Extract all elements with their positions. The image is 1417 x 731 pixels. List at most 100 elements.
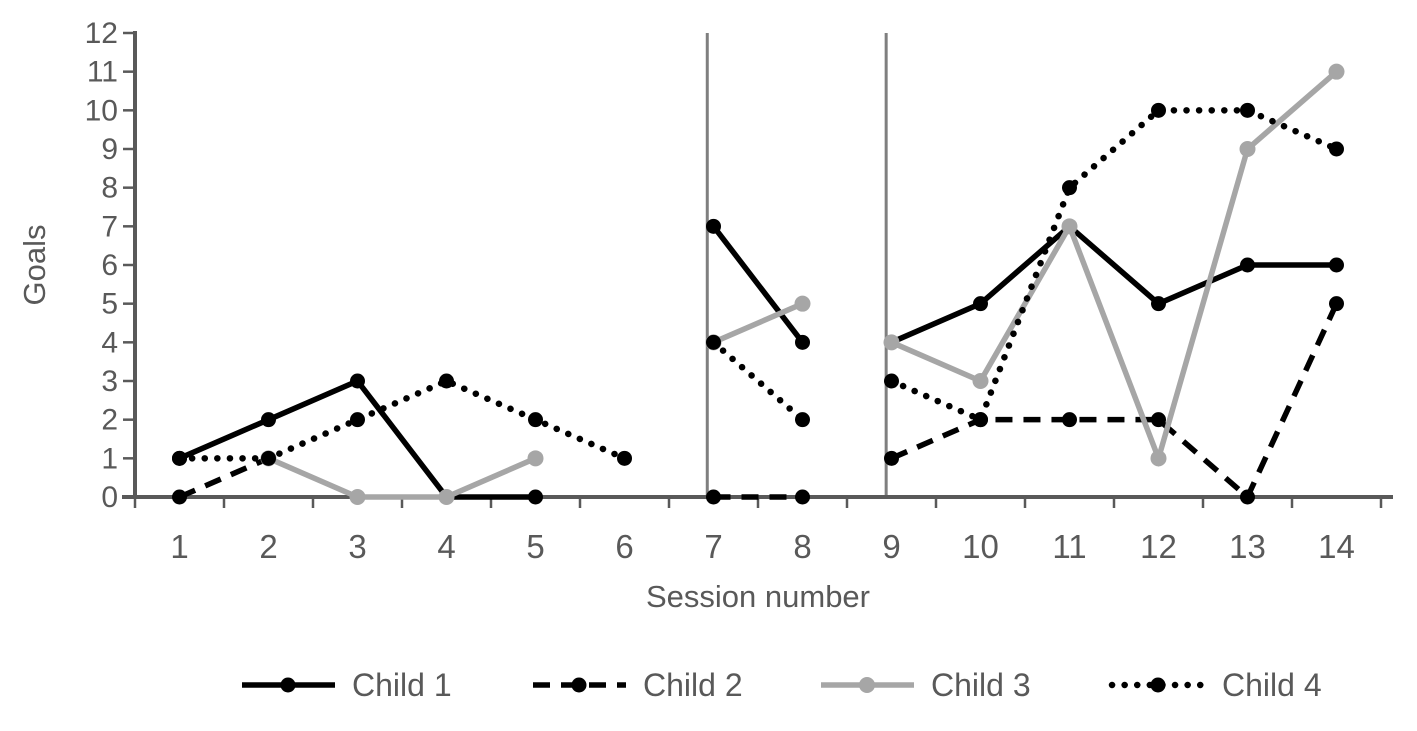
data-point-child-1 xyxy=(973,296,988,312)
phase-dividers xyxy=(705,33,888,497)
x-tick-label: 14 xyxy=(1318,528,1355,565)
data-point-child-4 xyxy=(350,412,365,428)
data-point-child-3 xyxy=(1061,218,1078,235)
data-point-child-1 xyxy=(261,412,276,428)
legend-marker-child-4 xyxy=(1150,677,1166,693)
data-point-child-3 xyxy=(1150,450,1167,467)
y-tick-label: 3 xyxy=(101,365,118,398)
series-line-child-1 xyxy=(890,222,1337,345)
series-line-child-4 xyxy=(176,377,628,462)
x-tick-label: 9 xyxy=(882,528,900,565)
series-line-child-4 xyxy=(888,107,1340,425)
series-line-child-4 xyxy=(710,339,806,423)
data-point-child-4 xyxy=(439,373,454,389)
x-tick-label: 4 xyxy=(437,528,455,565)
data-point-child-3 xyxy=(349,489,366,505)
series-child-2 xyxy=(172,296,1344,505)
data-point-child-4 xyxy=(617,450,632,466)
legend-marker-child-3 xyxy=(859,677,875,693)
x-tick-label: 3 xyxy=(348,528,366,565)
x-tick-label: 8 xyxy=(793,528,811,565)
legend-item-child-2: Child 2 xyxy=(533,667,743,703)
data-point-child-4 xyxy=(261,450,276,466)
legend-marker-child-1 xyxy=(280,677,296,693)
y-tick-label: 8 xyxy=(101,172,118,205)
data-point-child-1 xyxy=(1329,257,1344,273)
series-child-1 xyxy=(172,218,1344,505)
data-point-child-4 xyxy=(795,412,810,428)
x-tick-labels: 1 2 3 4 5 6 7 8 9 10 11 12 13 14 xyxy=(170,528,1355,565)
data-point-child-2 xyxy=(795,489,810,505)
y-tick-label: 0 xyxy=(101,481,118,514)
data-point-child-4 xyxy=(1240,102,1255,118)
data-point-child-4 xyxy=(528,412,543,428)
data-point-child-4 xyxy=(1151,102,1166,118)
x-tick-label: 1 xyxy=(170,528,188,565)
y-tick-label: 5 xyxy=(101,288,118,321)
y-tick-label: 12 xyxy=(85,17,118,50)
data-point-child-3 xyxy=(883,334,900,351)
data-point-child-3 xyxy=(794,295,811,312)
data-point-child-3 xyxy=(527,450,544,467)
y-tick-label: 2 xyxy=(101,404,118,437)
legend-label-child-3: Child 3 xyxy=(931,667,1031,703)
x-tick-label: 13 xyxy=(1229,528,1266,565)
series-child-4 xyxy=(172,102,1344,466)
y-tick-label: 10 xyxy=(85,94,118,127)
data-point-child-4 xyxy=(884,373,899,389)
data-point-child-4 xyxy=(973,412,988,428)
x-tick-label: 2 xyxy=(259,528,277,565)
data-point-child-3 xyxy=(1328,63,1345,80)
series-line-child-2 xyxy=(890,302,1339,502)
data-point-child-1 xyxy=(350,373,365,389)
legend-item-child-3: Child 3 xyxy=(821,667,1031,703)
data-point-child-4 xyxy=(1062,180,1077,196)
data-point-child-1 xyxy=(1151,296,1166,312)
data-point-child-2 xyxy=(1151,412,1166,428)
x-tick-label: 5 xyxy=(526,528,544,565)
y-tick-label: 4 xyxy=(101,326,118,359)
data-point-child-2 xyxy=(706,489,721,505)
legend-label-child-1: Child 1 xyxy=(352,667,452,703)
x-tick-label: 10 xyxy=(962,528,999,565)
series-line-child-2 xyxy=(178,455,270,500)
data-point-child-2 xyxy=(884,450,899,466)
series-line-child-3 xyxy=(267,455,537,500)
data-point-child-2 xyxy=(1329,296,1344,312)
data-point-child-1 xyxy=(706,218,721,234)
data-point-child-1 xyxy=(528,489,543,505)
series-child-3 xyxy=(260,63,1345,505)
data-point-child-3 xyxy=(438,489,455,505)
legend-item-child-1: Child 1 xyxy=(242,667,452,703)
data-point-child-3 xyxy=(972,373,989,389)
legend-label-child-4: Child 4 xyxy=(1222,667,1322,703)
legend: Child 1 Child 2 Child 3 Child 4 xyxy=(242,667,1322,703)
y-tick-label: 11 xyxy=(87,56,118,89)
y-tick-label: 9 xyxy=(101,133,118,166)
series-line-child-3 xyxy=(890,69,1339,467)
data-point-child-2 xyxy=(1062,412,1077,428)
data-point-child-2 xyxy=(172,489,187,505)
data-point-child-3 xyxy=(1239,141,1256,157)
x-tick-label: 7 xyxy=(704,528,722,565)
series-line-child-3 xyxy=(712,301,804,345)
legend-item-child-4: Child 4 xyxy=(1108,667,1322,703)
series-lines xyxy=(172,63,1345,505)
x-tick-label: 12 xyxy=(1140,528,1177,565)
x-tick-label: 6 xyxy=(615,528,633,565)
series-line-child-1 xyxy=(711,224,805,345)
x-axis-title: Session number xyxy=(646,579,870,614)
y-axis-title: Goals xyxy=(17,225,52,306)
data-point-child-1 xyxy=(1240,257,1255,273)
data-point-child-4 xyxy=(172,450,187,466)
legend-label-child-2: Child 2 xyxy=(643,667,743,703)
y-tick-label: 1 xyxy=(101,442,118,475)
y-tick-label: 7 xyxy=(101,210,118,243)
legend-marker-child-2 xyxy=(571,677,587,693)
data-point-child-1 xyxy=(795,334,810,350)
y-tick-label: 6 xyxy=(101,249,118,282)
data-point-child-4 xyxy=(706,334,721,350)
